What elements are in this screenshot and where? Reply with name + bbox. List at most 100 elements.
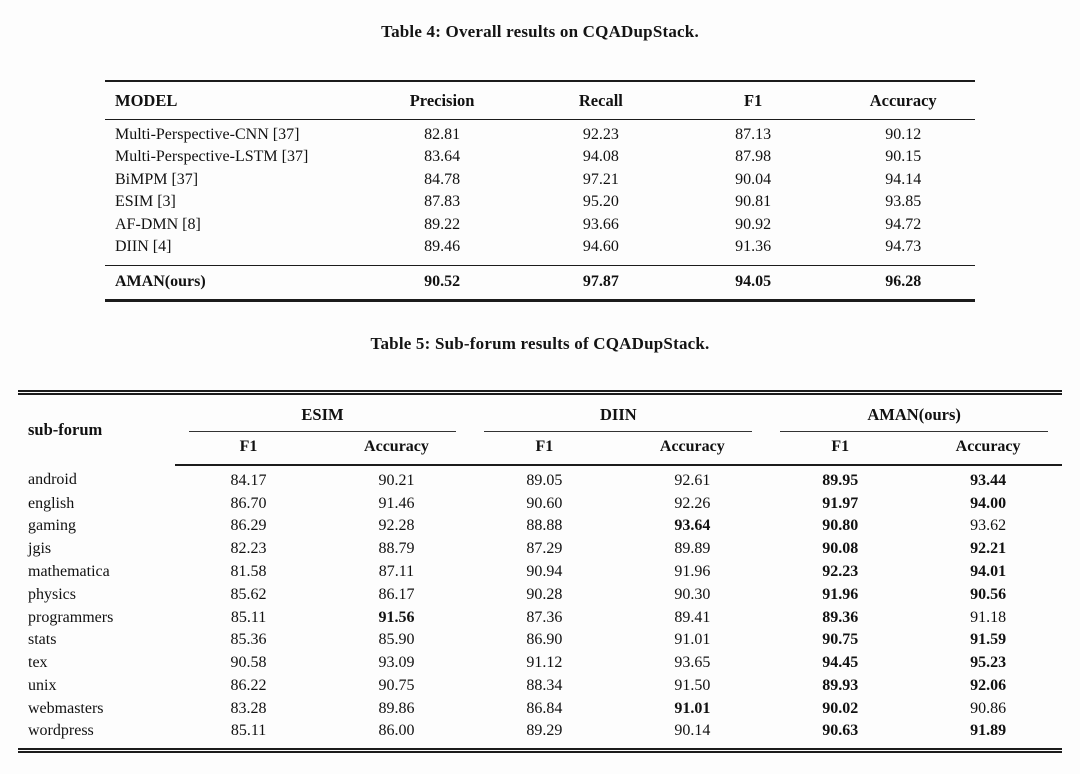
value-cell: 96.28 — [831, 264, 975, 301]
value-cell: 86.70 — [230, 494, 267, 512]
value-cell: 89.86 — [378, 699, 415, 717]
table-row: Multi-Perspective-CNN [37] 82.81 92.23 87.1… — [105, 120, 975, 147]
table-row: programmers 85.11 91.56 87.36 89.41 89.36 91.1… — [18, 606, 1062, 629]
value-cell: 90.86 — [970, 699, 1007, 717]
value-cell: 92.26 — [674, 494, 711, 512]
value-cell: 92.23 — [582, 126, 619, 143]
value-cell: 82.81 — [424, 126, 461, 143]
table4-header: MODEL Precision Recall F1 Accuracy — [105, 81, 975, 120]
value-cell: 86.84 — [526, 699, 563, 717]
value-cell: 92.06 — [970, 676, 1007, 694]
value-cell: 88.79 — [378, 540, 415, 558]
row-label-cell: DIIN [4] — [115, 237, 172, 255]
row-label-cell: programmers — [28, 608, 114, 626]
value-cell: 85.36 — [230, 631, 267, 649]
value-cell: 85.11 — [230, 722, 267, 740]
row-label-cell: wordpress — [28, 722, 94, 740]
value-cell: 86.17 — [378, 585, 415, 603]
table-row: english 86.70 91.46 90.60 92.26 91.97 94.00 — [18, 492, 1062, 515]
table-row: mathematica 81.58 87.11 90.94 91.96 92.23 94.0… — [18, 561, 1062, 584]
value-cell: 83.64 — [424, 148, 461, 166]
subforum-label: sub-forum — [28, 419, 103, 439]
value-cell: 89.29 — [526, 722, 563, 740]
column-header-precision: Precision — [357, 81, 527, 120]
row-label-cell: jgis — [28, 540, 52, 558]
value-cell: 89.22 — [424, 215, 461, 233]
value-cell: 88.34 — [526, 676, 563, 694]
value-cell: 94.60 — [582, 237, 619, 255]
value-cell: 94.00 — [970, 494, 1007, 512]
value-cell: 93.65 — [674, 654, 711, 672]
subcolumn-aman-f1: F1 — [766, 431, 915, 466]
table-row: DIIN [4] 89.46 94.60 91.36 94.73 — [105, 236, 975, 266]
value-cell: 89.89 — [674, 540, 711, 558]
value-cell: 89.95 — [822, 471, 859, 489]
row-label-cell: webmasters — [28, 699, 104, 717]
subcolumn-diin-accuracy: Accuracy — [618, 431, 767, 466]
table-row: stats 85.36 85.90 86.90 91.01 90.75 91.59 — [18, 629, 1062, 652]
row-label-cell: mathematica — [28, 563, 110, 580]
value-cell: 89.36 — [822, 608, 859, 626]
value-cell: 82.23 — [230, 540, 267, 558]
value-cell: 97.21 — [582, 170, 619, 188]
subcolumn-diin-f1: F1 — [470, 431, 619, 466]
value-cell: 92.28 — [378, 517, 415, 535]
value-cell: 87.29 — [526, 540, 563, 558]
value-cell: 86.22 — [230, 676, 267, 694]
value-cell: 87.98 — [735, 148, 772, 166]
table-row: ESIM [3] 87.83 95.20 90.81 93.85 — [105, 191, 975, 213]
value-cell: 86.90 — [526, 631, 563, 649]
value-cell: 94.05 — [674, 264, 832, 301]
group-header-aman: AMAN(ours) — [766, 392, 1062, 432]
column-header-f1: F1 — [674, 81, 832, 120]
value-cell: 91.12 — [526, 654, 563, 672]
row-label-cell: gaming — [28, 517, 76, 535]
column-header-model: MODEL — [105, 81, 358, 120]
value-cell: 90.12 — [885, 126, 922, 143]
value-cell: 88.88 — [526, 517, 563, 535]
value-cell: 93.62 — [970, 517, 1007, 535]
value-cell: 91.97 — [822, 494, 859, 512]
value-cell: 91.89 — [970, 722, 1007, 740]
subcolumn-aman-accuracy: Accuracy — [914, 431, 1062, 466]
value-cell: 92.61 — [674, 471, 711, 489]
value-cell: 85.11 — [230, 608, 267, 626]
value-cell: 89.46 — [424, 237, 461, 255]
value-cell: 90.14 — [674, 722, 711, 740]
table-row: wordpress 85.11 86.00 89.29 90.14 90.63 91.89 — [18, 720, 1062, 751]
value-cell: 90.52 — [357, 264, 527, 301]
value-cell: 87.36 — [526, 608, 563, 626]
value-cell: 83.28 — [230, 699, 267, 717]
value-cell: 94.01 — [970, 563, 1007, 580]
value-cell: 93.85 — [885, 193, 922, 211]
value-cell: 92.21 — [970, 540, 1007, 558]
value-cell: 91.46 — [378, 494, 415, 512]
group-label-esim: ESIM — [188, 405, 457, 432]
value-cell: 91.18 — [970, 608, 1007, 626]
value-cell: 84.17 — [230, 471, 267, 489]
table-row: Multi-Perspective-LSTM [37] 83.64 94.08 87.… — [105, 146, 975, 168]
value-cell: 90.75 — [822, 631, 859, 649]
column-header-accuracy: Accuracy — [831, 81, 975, 120]
table5-subheader-row: F1 Accuracy F1 Accuracy F1 Accuracy — [18, 431, 1062, 466]
value-cell: 90.60 — [526, 494, 563, 512]
value-cell: 94.72 — [885, 215, 922, 233]
value-cell: 91.56 — [378, 608, 415, 626]
row-label-cell: Multi-Perspective-LSTM [37] — [115, 148, 309, 166]
table4-overall-results: MODEL Precision Recall F1 Accuracy Multi… — [105, 80, 975, 302]
table5-group-header-row: sub-forum ESIM DIIN AMAN(ours) — [18, 392, 1062, 439]
table5-subforum-results: sub-forum ESIM DIIN AMAN(ours) F1 Accura… — [18, 389, 1062, 754]
table-row: tex 90.58 93.09 91.12 93.65 94.45 95.23 — [18, 652, 1062, 675]
value-cell: 90.04 — [735, 170, 772, 188]
value-cell: 87.13 — [735, 126, 772, 143]
value-cell: 90.21 — [378, 471, 415, 489]
value-cell: 97.87 — [526, 264, 675, 301]
table-row: unix 86.22 90.75 88.34 91.50 89.93 92.06 — [18, 675, 1062, 698]
row-label-cell: stats — [28, 631, 57, 649]
group-label-diin: DIIN — [484, 405, 753, 432]
row-label-cell: english — [28, 494, 75, 512]
value-cell: 90.81 — [735, 193, 772, 211]
column-header-recall: Recall — [526, 81, 675, 120]
table4-caption: Table 4: Overall results on CQADupStack. — [381, 22, 699, 41]
